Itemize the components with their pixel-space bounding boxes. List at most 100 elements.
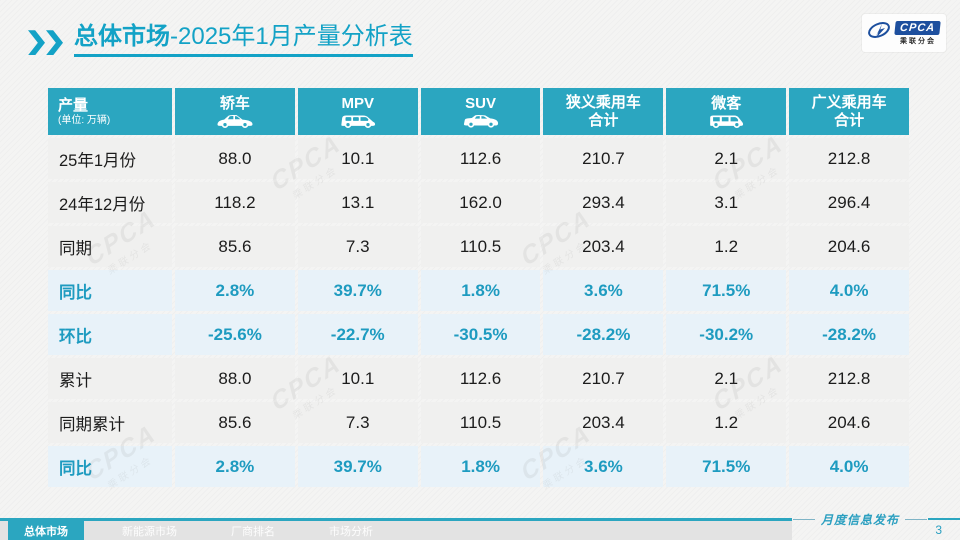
cell-value: 4.0% [789, 446, 909, 487]
footer-note: 月度信息发布 [793, 511, 928, 527]
cell-value: 210.7 [543, 358, 664, 399]
cpca-logo-acronym: CPCA [894, 20, 942, 35]
tab-market-analysis[interactable]: 市场分析 [329, 525, 373, 538]
cell-value: 3.1 [666, 182, 787, 223]
cell-value: 3.6% [543, 446, 664, 487]
cell-value: 212.8 [789, 138, 909, 179]
cell-value: 10.1 [297, 358, 418, 399]
cell-value: 71.5% [666, 446, 787, 487]
cell-value: 2.1 [666, 138, 787, 179]
title-text: 总体市场-2025年1月产量分析表 [74, 23, 413, 58]
col-header-unit: 产量 (单位: 万辆) [48, 88, 172, 135]
cell-value: 88.0 [175, 358, 295, 399]
cell-value: 13.1 [297, 182, 418, 223]
col-header-mpv: MPV [297, 88, 418, 135]
cell-value: 112.6 [420, 358, 541, 399]
cell-value: -28.2% [789, 314, 909, 355]
cell-value: -22.7% [297, 314, 418, 355]
footer-divider-right [928, 518, 960, 520]
row-label: 同比 [48, 270, 172, 311]
cpca-logo-name: 乘联分会 [899, 37, 936, 45]
table-row: 同比 2.8% 39.7% 1.8% 3.6% 71.5% 4.0% [48, 270, 909, 311]
table-row: 累计 88.0 10.1 112.6 210.7 2.1 212.8 [48, 358, 909, 399]
cell-value: 1.8% [420, 270, 541, 311]
cpca-swoosh-icon [867, 18, 891, 49]
microvan-icon [666, 113, 786, 129]
note-dash-left [793, 518, 815, 520]
cell-value: 204.6 [789, 402, 909, 443]
cell-value: 204.6 [789, 226, 909, 267]
cell-value: 293.4 [543, 182, 664, 223]
tab-overall-market[interactable]: 总体市场 [8, 521, 84, 540]
cell-value: 1.2 [666, 226, 787, 267]
tab-nev-market[interactable]: 新能源市场 [122, 525, 177, 538]
row-label: 同期 [48, 226, 172, 267]
cpca-logo: CPCA 乘联分会 [862, 14, 946, 52]
cell-value: 71.5% [666, 270, 787, 311]
footer-note-text: 月度信息发布 [821, 512, 900, 527]
cell-value: 1.2 [666, 402, 787, 443]
table-row: 同期 85.6 7.3 110.5 203.4 1.2 204.6 [48, 226, 909, 267]
suv-icon [421, 113, 541, 128]
cell-value: 39.7% [297, 446, 418, 487]
title-primary: 总体市场 [74, 23, 170, 50]
table-row: 环比 -25.6% -22.7% -30.5% -28.2% -30.2% -28.2% [48, 314, 909, 355]
cell-value: 2.1 [666, 358, 787, 399]
col-header-total-3: 狭义乘用车 合计 [543, 88, 664, 135]
row-label: 累计 [48, 358, 172, 399]
cell-value: 10.1 [297, 138, 418, 179]
cell-value: -25.6% [175, 314, 295, 355]
cell-value: 296.4 [789, 182, 909, 223]
cell-value: 162.0 [420, 182, 541, 223]
cell-value: 203.4 [543, 226, 664, 267]
table-header-row: 产量 (单位: 万辆) 轿车 MPV SUV 狭义乘用车 合计 微客 广义乘用车 合计 [48, 88, 909, 135]
cell-value: 2.8% [175, 446, 295, 487]
title-secondary: -2025年1月产量分析表 [170, 23, 413, 50]
col-header-microvan: 微客 [666, 88, 787, 135]
cell-value: -30.5% [420, 314, 541, 355]
cell-value: 203.4 [543, 402, 664, 443]
table-row: 24年12月份 118.2 13.1 162.0 293.4 3.1 296.4 [48, 182, 909, 223]
cell-value: 1.8% [420, 446, 541, 487]
note-dash-right [905, 518, 928, 520]
table-row: 同比 2.8% 39.7% 1.8% 3.6% 71.5% 4.0% [48, 446, 909, 487]
unit-title: 产量 [58, 96, 89, 114]
cell-value: 3.6% [543, 270, 664, 311]
production-table: 产量 (单位: 万辆) 轿车 MPV SUV 狭义乘用车 合计 微客 广义乘用车 合计 25年… [45, 85, 912, 490]
cell-value: 2.8% [175, 270, 295, 311]
cell-value: 7.3 [297, 226, 418, 267]
cell-value: 88.0 [175, 138, 295, 179]
row-label: 同期累计 [48, 402, 172, 443]
col-header-sedan: 轿车 [175, 88, 295, 135]
cell-value: 210.7 [543, 138, 664, 179]
cell-value: 112.6 [420, 138, 541, 179]
table-row: 同期累计 85.6 7.3 110.5 203.4 1.2 204.6 [48, 402, 909, 443]
cell-value: -30.2% [666, 314, 787, 355]
cell-value: 39.7% [297, 270, 418, 311]
cell-value: 85.6 [175, 402, 295, 443]
cell-value: 212.8 [789, 358, 909, 399]
row-label: 24年12月份 [48, 182, 172, 223]
table-row: 25年1月份 88.0 10.1 112.6 210.7 2.1 212.8 [48, 138, 909, 179]
page-number: 3 [935, 523, 942, 537]
cell-value: 110.5 [420, 226, 541, 267]
cell-value: 110.5 [420, 402, 541, 443]
section-tabstrip: 总体市场 新能源市场 厂商排名 市场分析 [0, 521, 792, 540]
cell-value: 85.6 [175, 226, 295, 267]
tab-oem-ranking[interactable]: 厂商排名 [231, 525, 275, 538]
cell-value: -28.2% [543, 314, 664, 355]
unit-sub: (单位: 万辆) [58, 114, 111, 126]
cell-value: 7.3 [297, 402, 418, 443]
row-label: 环比 [48, 314, 172, 355]
cell-value: 4.0% [789, 270, 909, 311]
col-header-total-5: 广义乘用车 合计 [789, 88, 909, 135]
col-header-suv: SUV [420, 88, 541, 135]
cell-value: 118.2 [175, 182, 295, 223]
mpv-icon [298, 113, 418, 129]
double-chevron-icon [28, 30, 64, 56]
row-label: 同比 [48, 446, 172, 487]
page-title: 总体市场-2025年1月产量分析表 [28, 23, 413, 58]
sedan-icon [175, 113, 295, 129]
row-label: 25年1月份 [48, 138, 172, 179]
